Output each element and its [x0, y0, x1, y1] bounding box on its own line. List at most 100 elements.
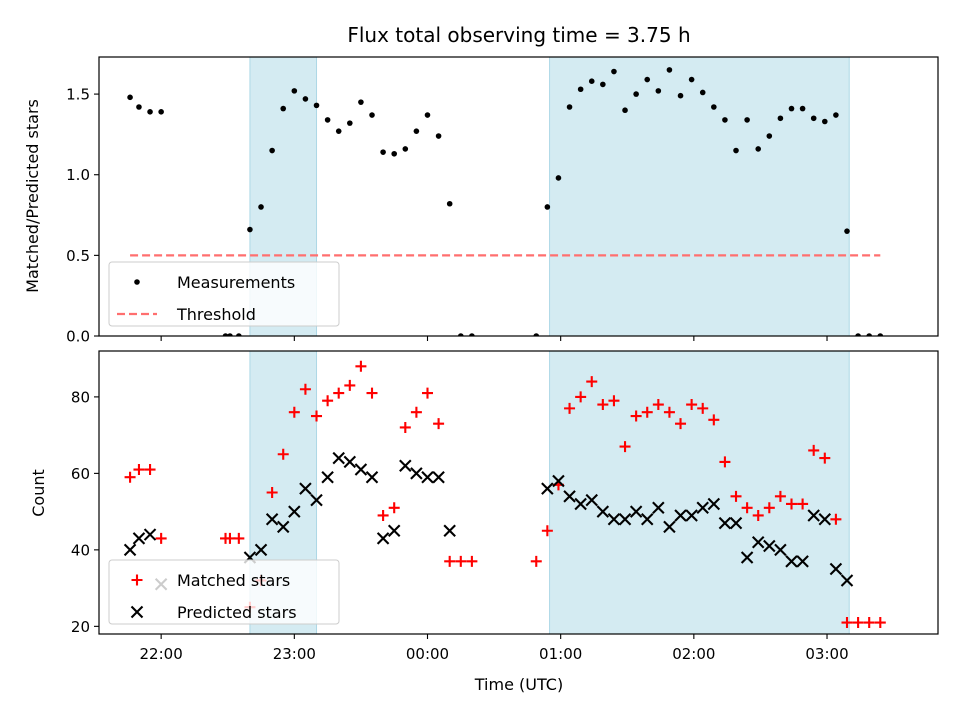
matched-stars-point — [133, 464, 145, 476]
matched-stars-point — [366, 387, 378, 399]
predicted-stars-point — [740, 551, 754, 564]
measurements-point — [158, 109, 164, 115]
matched-stars-point — [874, 617, 886, 629]
predicted-stars-point — [552, 474, 565, 488]
measurements-point — [236, 333, 242, 336]
measurements-point — [833, 112, 839, 118]
measurements-point — [810, 115, 817, 122]
matched-stars-point — [863, 617, 875, 629]
x-tick-label: 03:00 — [805, 645, 848, 663]
x-tick-label: 23:00 — [273, 645, 316, 663]
legend: Measurements Threshold — [108, 261, 340, 327]
measurements-point — [313, 102, 320, 109]
measurements-point — [855, 333, 861, 336]
plot-area — [127, 67, 884, 336]
measurements-point — [766, 133, 773, 139]
measurements-point — [755, 146, 762, 152]
measurements-point — [435, 133, 442, 139]
predicted-stars-point — [132, 532, 146, 545]
predicted-stars-point — [685, 509, 698, 522]
matched-stars-point — [144, 464, 156, 476]
matched-stars-point — [466, 555, 478, 567]
predicted-stars-point — [729, 516, 743, 530]
matched-stars-point — [752, 509, 764, 521]
chart-title: Flux total observing time = 3.75 h — [347, 23, 690, 47]
matched-stars-point — [377, 509, 389, 521]
predicted-stars-point — [574, 497, 587, 511]
measurements-point — [469, 333, 475, 336]
measurements-point — [566, 104, 573, 110]
measurements-point — [324, 117, 331, 123]
predicted-stars-point — [399, 459, 412, 472]
matched-stars-point — [333, 387, 345, 399]
matched-stars-point — [541, 525, 553, 537]
y-tick-label: 60 — [71, 465, 90, 483]
matched-stars-point — [619, 441, 631, 453]
predicted-stars-point — [276, 520, 290, 534]
measurements-point — [877, 333, 884, 336]
y-axis-label-top: Matched/Predicted stars — [23, 99, 42, 293]
predicted-stars-point — [707, 497, 721, 511]
predicted-stars-point — [354, 463, 368, 476]
measurements-point — [633, 91, 639, 97]
predicted-stars-point — [618, 513, 632, 526]
measurements-point — [147, 109, 153, 115]
predicted-stars-point — [143, 528, 157, 541]
measurements-point — [446, 200, 453, 207]
measurements-point — [611, 68, 617, 75]
predicted-stars-point — [387, 524, 401, 537]
matched-stars-point — [608, 395, 620, 407]
measurements-point — [844, 228, 850, 234]
measurements-point — [733, 147, 739, 154]
predicted-stars-point — [829, 562, 843, 576]
x-tick-label: 02:00 — [672, 645, 715, 663]
measurements-point — [457, 333, 464, 336]
measurements-point — [588, 78, 595, 84]
measurements-point — [302, 96, 309, 102]
matched-stars-point — [719, 456, 731, 468]
measurements-point — [666, 67, 673, 73]
predicted-stars-point — [607, 513, 621, 526]
matched-stars-point — [586, 376, 598, 388]
measurements-point — [799, 105, 806, 112]
predicted-stars-point — [585, 493, 598, 507]
measurements-point — [424, 112, 431, 118]
measurements-point — [127, 94, 133, 101]
legend-box — [108, 261, 340, 327]
matched-stars-point — [155, 532, 167, 544]
y-tick-label: 0.5 — [66, 247, 90, 265]
matched-stars-point — [311, 410, 323, 422]
matched-stars-point — [288, 406, 300, 418]
measurements-point — [711, 104, 717, 110]
x-tick-label: 22:00 — [140, 645, 183, 663]
matched-stars-point — [399, 421, 411, 433]
matched-stars-point — [808, 444, 820, 456]
shaded-interval-1 — [549, 56, 850, 337]
predicted-stars-point — [123, 543, 137, 557]
predicted-stars-point — [321, 470, 334, 484]
matched-stars-point — [575, 391, 587, 403]
matched-stars-point — [444, 555, 456, 567]
y-tick-label: 1.0 — [66, 166, 90, 184]
predicted-stars-point — [563, 490, 576, 503]
matched-stars-point — [797, 498, 809, 510]
measurements-point — [222, 333, 229, 336]
predicted-stars-point — [421, 470, 434, 484]
measurements-point — [291, 88, 298, 94]
measurements-point — [380, 149, 386, 155]
y-tick-label: 80 — [71, 388, 90, 406]
matched-stars-point — [774, 490, 786, 502]
shaded-interval-1 — [549, 350, 850, 635]
predicted-stars-point — [840, 574, 854, 587]
measurements-point — [722, 117, 728, 123]
predicted-stars-point — [310, 493, 323, 507]
matched-stars-point — [530, 555, 542, 567]
measurements-point — [788, 105, 795, 112]
x-tick-label: 00:00 — [406, 645, 449, 663]
y-tick-label: 20 — [71, 618, 90, 636]
matched-stars-point — [830, 513, 842, 525]
measurements-point — [622, 107, 628, 114]
predicted-stars-point — [288, 505, 301, 518]
predicted-stars-point — [807, 509, 820, 522]
y-axis-label-bottom: Count — [29, 469, 48, 517]
